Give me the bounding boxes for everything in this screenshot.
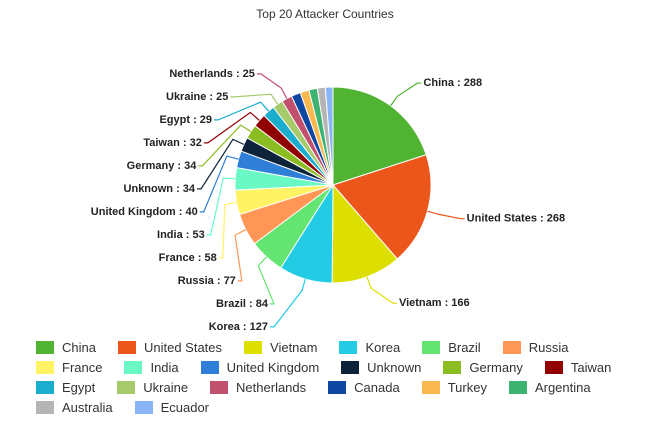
- data-label: Brazil : 84: [216, 298, 269, 310]
- legend-label: France: [62, 359, 103, 375]
- legend-label: Vietnam: [270, 339, 318, 355]
- leader-line: [427, 210, 465, 220]
- legend-item[interactable]: Ecuador: [134, 399, 209, 415]
- leader-line: [198, 124, 252, 167]
- legend-item[interactable]: India: [124, 359, 179, 375]
- legend-label: United States: [143, 339, 223, 355]
- legend-label: China: [62, 339, 96, 355]
- legend-swatch: [244, 340, 263, 354]
- legend-swatch: [422, 340, 441, 354]
- leader-line: [230, 93, 279, 105]
- data-label: Unknown : 34: [124, 183, 196, 195]
- legend-swatch: [421, 380, 440, 394]
- legend-label: Ukraine: [143, 379, 189, 395]
- legend-item[interactable]: Australia: [36, 399, 113, 415]
- pie-slice: [331, 183, 398, 284]
- legend-swatch: [502, 340, 521, 354]
- data-label: India : 53: [157, 229, 205, 241]
- leader-line: [256, 73, 288, 99]
- legend-item[interactable]: Germany: [443, 359, 523, 375]
- data-label: Taiwan : 32: [143, 137, 201, 149]
- data-label: China : 288: [423, 77, 482, 89]
- legend-swatch: [341, 360, 360, 374]
- leader-line: [390, 82, 422, 107]
- legend-item[interactable]: Korea: [339, 339, 401, 355]
- pie-slice: [324, 86, 334, 186]
- legend-label: Egypt: [62, 379, 96, 395]
- legend-item[interactable]: Unknown: [341, 359, 422, 375]
- legend-swatch: [117, 380, 136, 394]
- legend-swatch: [508, 380, 527, 394]
- legend-swatch: [36, 380, 54, 394]
- legend-label: United Kingdom: [226, 359, 320, 375]
- legend-swatch: [36, 340, 54, 354]
- legend-label: Unknown: [367, 359, 422, 375]
- data-label: Russia : 77: [178, 275, 236, 287]
- data-label: United States : 268: [467, 213, 565, 225]
- legend-label: Argentina: [534, 379, 591, 395]
- leader-line: [197, 138, 245, 190]
- legend-label: Russia: [528, 339, 569, 355]
- data-label: Germany : 34: [127, 160, 198, 172]
- legend-swatch: [124, 360, 143, 374]
- legend-item[interactable]: Argentina: [508, 379, 591, 395]
- leader-line: [218, 201, 237, 259]
- leader-line: [257, 256, 275, 305]
- legend-label: Netherlands: [236, 379, 307, 395]
- data-label: Ukraine : 25: [166, 91, 228, 103]
- data-label: Egypt : 29: [159, 114, 212, 126]
- legend-swatch: [544, 360, 563, 374]
- pie-slice: [332, 86, 427, 186]
- legend-item[interactable]: Vietnam: [244, 339, 318, 355]
- legend-swatch: [443, 360, 462, 374]
- legend-item[interactable]: Ukraine: [117, 379, 189, 395]
- legend: China United States Vietnam Korea Brazil Russ…: [36, 339, 646, 415]
- legend-swatch: [200, 360, 219, 374]
- legend-item[interactable]: Brazil: [422, 339, 481, 355]
- data-label: United Kingdom : 40: [91, 206, 198, 218]
- legend-item[interactable]: United States: [117, 339, 223, 355]
- legend-swatch: [210, 380, 229, 394]
- leader-line: [366, 276, 397, 304]
- data-label: Vietnam : 166: [399, 297, 470, 309]
- chart-title: Top 20 Attacker Countries: [256, 7, 393, 21]
- legend-item[interactable]: Turkey: [421, 379, 487, 395]
- legend-item[interactable]: Netherlands: [210, 379, 307, 395]
- legend-item[interactable]: Taiwan: [544, 359, 612, 375]
- legend-label: Canada: [354, 379, 400, 395]
- data-label: France : 58: [159, 252, 217, 264]
- legend-item[interactable]: Egypt: [36, 379, 96, 395]
- legend-swatch: [134, 400, 153, 414]
- legend-label: Korea: [365, 339, 401, 355]
- data-label: Korea : 127: [209, 321, 268, 333]
- legend-swatch: [339, 340, 358, 354]
- legend-item[interactable]: China: [36, 339, 96, 355]
- legend-label: Brazil: [448, 339, 481, 355]
- leader-line: [270, 278, 306, 328]
- legend-item[interactable]: Russia: [502, 339, 569, 355]
- leader-line: [199, 155, 239, 213]
- leader-line: [203, 111, 260, 144]
- legend-label: India: [150, 359, 179, 375]
- legend-label: Australia: [62, 399, 113, 415]
- legend-swatch: [328, 380, 347, 394]
- legend-swatch: [36, 360, 54, 374]
- legend-label: Turkey: [447, 379, 487, 395]
- legend-swatch: [36, 400, 54, 414]
- legend-item[interactable]: France: [36, 359, 103, 375]
- leader-line: [206, 177, 236, 236]
- legend-item[interactable]: United Kingdom: [200, 359, 320, 375]
- legend-label: Taiwan: [570, 359, 612, 375]
- legend-item[interactable]: Canada: [328, 379, 400, 395]
- leader-line: [214, 101, 269, 121]
- data-label: Netherlands : 25: [169, 68, 255, 80]
- pie-area: Top 20 Attacker Countries China : 288 Uni…: [91, 7, 565, 333]
- legend-label: Ecuador: [160, 399, 209, 415]
- legend-label: Germany: [469, 359, 523, 375]
- legend-swatch: [117, 340, 136, 354]
- leader-line: [234, 229, 247, 282]
